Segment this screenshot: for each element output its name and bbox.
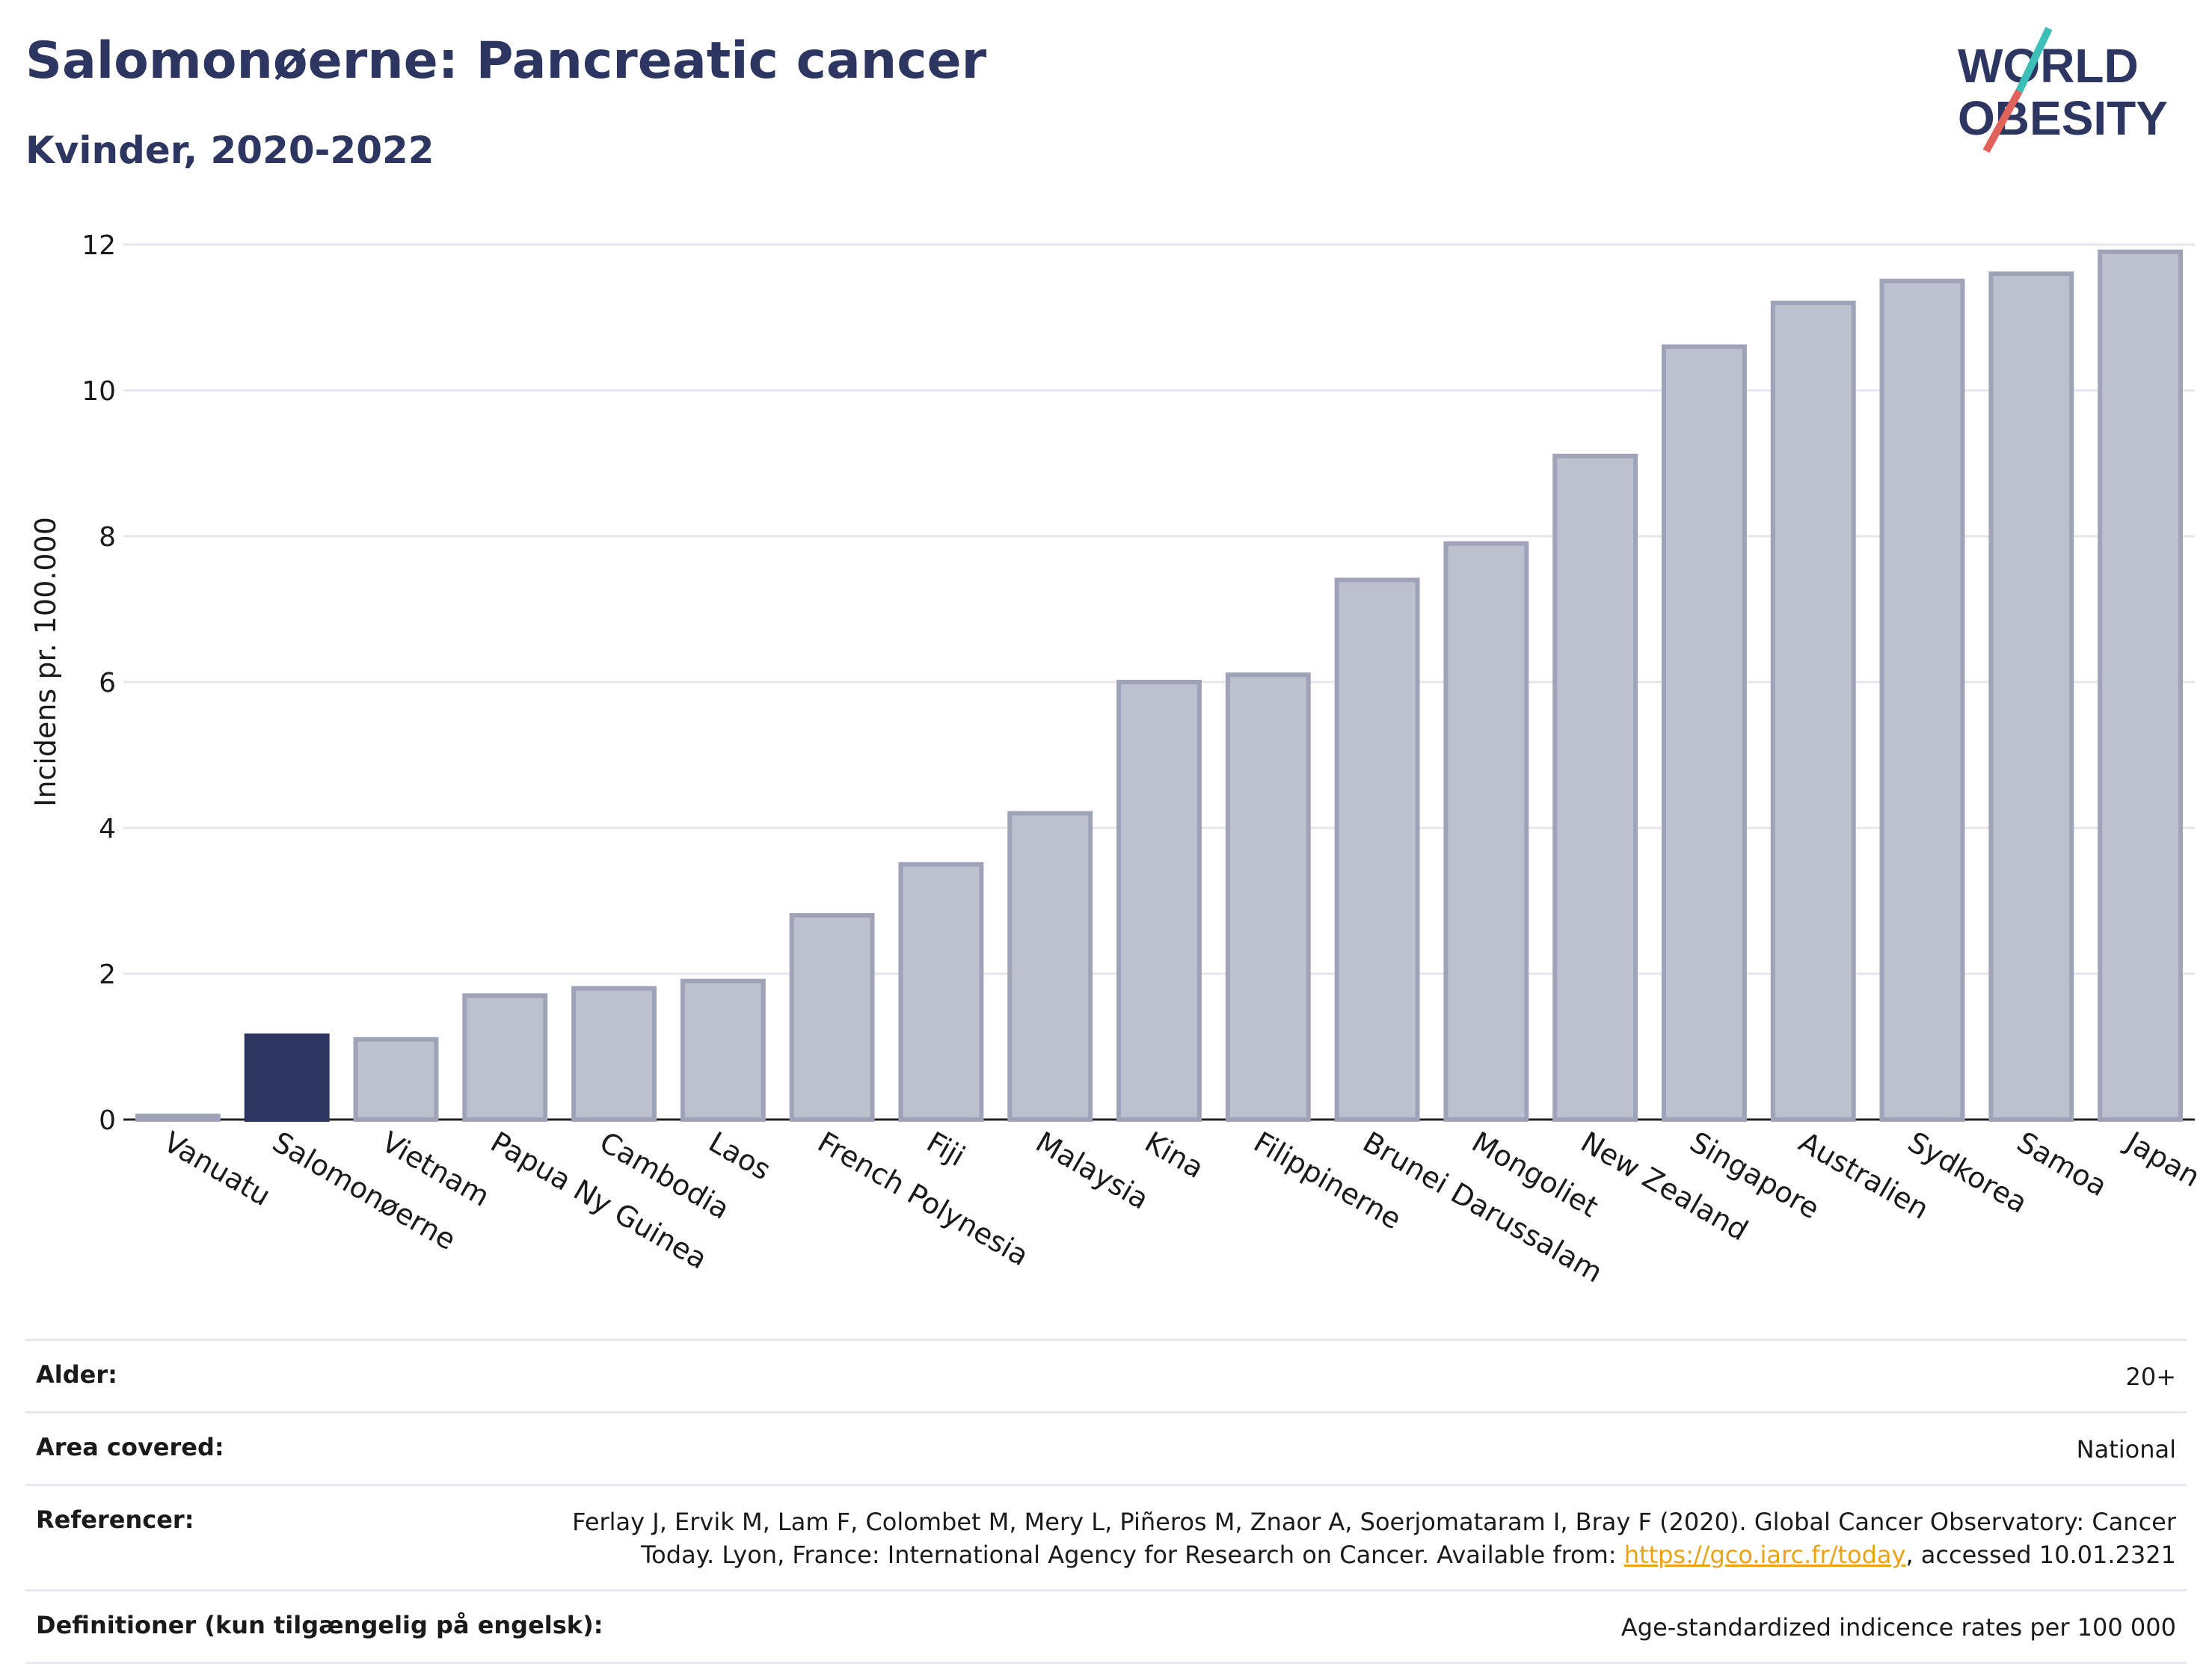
y-axis-label: Incidens pr. 100.000 bbox=[29, 517, 62, 807]
bar-salomonøerne bbox=[244, 1033, 330, 1122]
bar-brunei-darussalam bbox=[1334, 577, 1420, 1122]
bar-vanuatu bbox=[135, 1114, 221, 1122]
definitions-label: Definitioner (kun tilgængelig på engelsk… bbox=[36, 1611, 603, 1639]
x-tick-label: Fiji bbox=[921, 1126, 971, 1173]
y-tick-label: 2 bbox=[99, 960, 116, 990]
info-row-references: Referencer: Ferlay J, Ervik M, Lam F, Co… bbox=[25, 1484, 2187, 1589]
definitions-value: Age-standardized indicence rates per 100… bbox=[1620, 1613, 2176, 1642]
y-tick-label: 12 bbox=[82, 230, 116, 261]
bar-french-polynesia bbox=[789, 913, 875, 1122]
age-label: Alder: bbox=[36, 1360, 117, 1389]
x-tick-label: Laos bbox=[703, 1126, 776, 1187]
age-value: 20+ bbox=[2125, 1363, 2176, 1391]
reference-link[interactable]: https://gco.iarc.fr/today bbox=[1623, 1541, 1906, 1569]
logo-line1: WORLD bbox=[1958, 39, 2139, 93]
bar-samoa bbox=[1988, 271, 2074, 1122]
bar-mongoliet bbox=[1443, 541, 1529, 1122]
world-obesity-logo: WORLD OBESITY bbox=[1958, 26, 2168, 153]
reference-text-3: , accessed 10.01.2321 bbox=[1905, 1541, 2176, 1569]
x-tick-label: Salomonøerne bbox=[267, 1126, 461, 1256]
references-value: Ferlay J, Ervik M, Lam F, Colombet M, Me… bbox=[572, 1505, 2176, 1571]
reference-text-1: Ferlay J, Ervik M, Lam F, Colombet M, Me… bbox=[572, 1508, 2176, 1536]
bar-fiji bbox=[898, 862, 984, 1122]
info-row-area: Area covered: National bbox=[25, 1411, 2187, 1484]
x-tick-label: French Polynesia bbox=[812, 1126, 1034, 1273]
area-value: National bbox=[2076, 1435, 2176, 1464]
y-axis-ticks: 0 2 4 6 8 10 12 bbox=[82, 230, 116, 1136]
bar-vietnam bbox=[353, 1037, 439, 1122]
bar-kina bbox=[1116, 680, 1202, 1122]
reference-text-2: Today. Lyon, France: International Agenc… bbox=[641, 1541, 1624, 1569]
bar-australien bbox=[1770, 301, 1856, 1122]
bar-laos bbox=[680, 978, 766, 1122]
area-label: Area covered: bbox=[36, 1433, 224, 1461]
bar-japan bbox=[2098, 249, 2184, 1122]
page-subtitle: Kvinder, 2020-2022 bbox=[25, 129, 434, 172]
y-tick-label: 4 bbox=[99, 814, 116, 844]
x-tick-label: Malaysia bbox=[1030, 1126, 1155, 1216]
info-row-age: Alder: 20+ bbox=[25, 1339, 2187, 1411]
bar-filippinerne bbox=[1225, 672, 1311, 1122]
bar-cambodia bbox=[571, 986, 657, 1122]
logo-slash-red bbox=[1982, 89, 2023, 153]
bar-singapore bbox=[1662, 344, 1747, 1122]
bar-sydkorea bbox=[1879, 278, 1965, 1122]
x-tick-label: Vanuatu bbox=[158, 1126, 276, 1212]
y-tick-label: 6 bbox=[99, 668, 116, 699]
y-tick-label: 10 bbox=[82, 376, 116, 407]
references-label: Referencer: bbox=[36, 1505, 194, 1534]
bars bbox=[135, 249, 2184, 1122]
bar-malaysia bbox=[1007, 811, 1093, 1122]
x-tick-label: Kina bbox=[1140, 1126, 1210, 1185]
bar-new-zealand bbox=[1552, 453, 1638, 1122]
info-row-definitions: Definitioner (kun tilgængelig på engelsk… bbox=[25, 1589, 2187, 1664]
info-table: Alder: 20+ Area covered: National Refere… bbox=[25, 1339, 2187, 1664]
logo-slash-teal bbox=[2015, 26, 2053, 93]
page-title: Salomonøerne: Pancreatic cancer bbox=[25, 31, 987, 90]
bar-chart: 0 2 4 6 8 10 12 VanuatuSalomonøerneVietnamPapu… bbox=[29, 230, 2205, 1289]
y-tick-label: 8 bbox=[99, 522, 116, 553]
x-tick-label: Japan bbox=[2119, 1125, 2206, 1194]
y-tick-label: 0 bbox=[99, 1105, 116, 1136]
bar-papua-ny-guinea bbox=[462, 993, 548, 1122]
